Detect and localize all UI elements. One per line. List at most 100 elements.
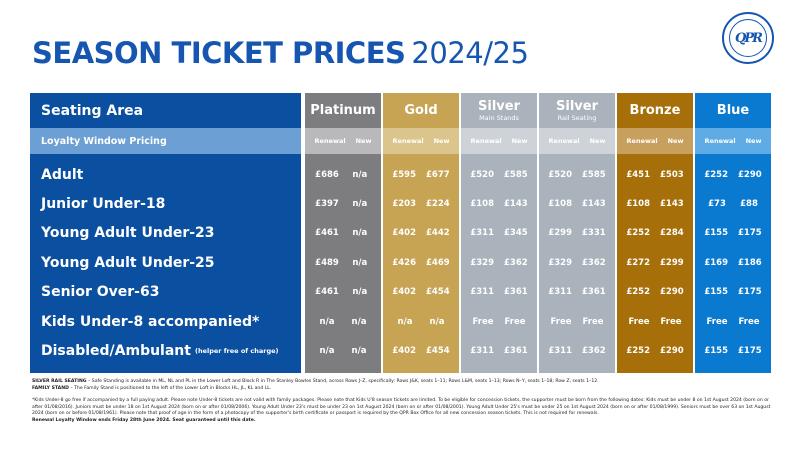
category-row-label: Kids Under-8 accompanied* xyxy=(30,307,301,336)
new-price: £362 xyxy=(582,346,606,357)
new-price: Free xyxy=(504,316,526,327)
renewal-price: £461 xyxy=(315,228,339,239)
footnotes: SILVER RAIL SEATING – Safe Standing is a… xyxy=(32,379,772,425)
renewal-label: Renewal xyxy=(548,137,580,145)
price-row: £169 £186 xyxy=(695,248,771,277)
new-price: £175 xyxy=(738,287,762,298)
new-price: n/a xyxy=(352,169,368,180)
renewal-price: Free xyxy=(706,316,728,327)
renewal-price: £311 xyxy=(470,287,494,298)
new-price: n/a xyxy=(351,316,367,327)
tier-name: Platinum xyxy=(310,102,376,118)
new-price: n/a xyxy=(351,346,367,357)
new-price: £224 xyxy=(426,199,450,210)
renewal-price: £451 xyxy=(626,169,650,180)
renewal-price: £73 xyxy=(708,199,726,210)
renewal-price: £252 xyxy=(704,169,728,180)
qpr-crest-icon: QPR xyxy=(722,12,774,64)
price-row: £520 £585 xyxy=(461,160,537,189)
category-row-label: Adult xyxy=(30,160,301,189)
tier-header: Platinum xyxy=(305,93,381,128)
new-price: Free xyxy=(738,316,760,327)
new-price: £585 xyxy=(504,169,528,180)
new-price: Free xyxy=(582,316,604,327)
renewal-price: £402 xyxy=(392,228,416,239)
price-row: £311 £345 xyxy=(461,219,537,248)
renewal-new-subheader: Renewal New xyxy=(383,128,459,154)
new-price: £143 xyxy=(660,199,684,210)
price-row: £489 n/a xyxy=(305,248,381,277)
new-price: £442 xyxy=(426,228,450,239)
renewal-price: Free xyxy=(628,316,650,327)
renewal-price: £489 xyxy=(315,257,339,268)
price-row: £155 £175 xyxy=(695,336,771,365)
price-row: £252 £284 xyxy=(617,219,693,248)
new-label: New xyxy=(355,137,372,145)
renewal-price: £311 xyxy=(548,346,572,357)
price-row: £311 £361 xyxy=(461,278,537,307)
price-row: £155 £175 xyxy=(695,278,771,307)
tier-name: Bronze xyxy=(629,102,681,118)
price-row: £311 £361 xyxy=(539,278,615,307)
price-row: £252 £290 xyxy=(695,160,771,189)
renewal-price: £272 xyxy=(626,257,650,268)
price-row: £108 £143 xyxy=(617,189,693,218)
category-row-label: Young Adult Under-23 xyxy=(30,219,301,248)
page-title: SEASON TICKET PRICES 2024/25 xyxy=(32,36,529,70)
new-price: n/a xyxy=(352,287,368,298)
price-row: Free Free xyxy=(695,307,771,336)
new-label: New xyxy=(667,137,684,145)
price-row: £451 £503 xyxy=(617,160,693,189)
new-price: £284 xyxy=(660,228,684,239)
price-row: £461 n/a xyxy=(305,219,381,248)
renewal-price: Free xyxy=(550,316,572,327)
new-label: New xyxy=(589,137,606,145)
category-list: Adult Junior Under-18 Young Adult Under-23… xyxy=(30,154,301,373)
price-row: £252 £290 xyxy=(617,336,693,365)
renewal-price: £108 xyxy=(470,199,494,210)
new-price: £361 xyxy=(504,287,528,298)
new-price: n/a xyxy=(352,257,368,268)
tier-subtitle: Rail Seating xyxy=(557,113,597,122)
category-label: Disabled/Ambulant xyxy=(41,343,191,360)
category-label: Kids Under-8 accompanied* xyxy=(41,313,260,330)
price-row: Free Free xyxy=(539,307,615,336)
category-row-label: Disabled/Ambulant (helper free of charge) xyxy=(30,336,301,365)
tier-column-blue: Blue Renewal New £252 £290 £73 £88 £155 £175 £169… xyxy=(695,93,771,373)
renewal-price: £155 xyxy=(704,228,728,239)
renewal-price: n/a xyxy=(319,316,335,327)
new-price: £88 xyxy=(740,199,758,210)
category-label: Adult xyxy=(41,166,84,183)
price-row: n/a n/a xyxy=(383,307,459,336)
price-row: £402 £442 xyxy=(383,219,459,248)
category-row-label: Young Adult Under-25 xyxy=(30,248,301,277)
seating-area-header: Seating Area xyxy=(41,102,144,119)
new-price: £290 xyxy=(660,287,684,298)
renewal-price: £311 xyxy=(548,287,572,298)
new-label: New xyxy=(433,137,450,145)
crest-monogram: QPR xyxy=(729,19,767,57)
price-row: £155 £175 xyxy=(695,219,771,248)
renewal-new-subheader: Renewal New xyxy=(617,128,693,154)
price-row: Free Free xyxy=(461,307,537,336)
price-row: £595 £677 xyxy=(383,160,459,189)
price-row: n/a n/a xyxy=(305,307,381,336)
renewal-price: £329 xyxy=(470,257,494,268)
tier-header: Bronze xyxy=(617,93,693,128)
new-price: £290 xyxy=(660,346,684,357)
renewal-price: £402 xyxy=(392,287,416,298)
price-row: £426 £469 xyxy=(383,248,459,277)
renewal-price: £108 xyxy=(626,199,650,210)
renewal-price: £252 xyxy=(626,346,650,357)
price-row: Free Free xyxy=(617,307,693,336)
eligibility-note: *Kids Under-8 go free if accompanied by … xyxy=(32,398,771,417)
tier-header: Silver Rail Seating xyxy=(539,93,615,128)
category-row-label: Senior Over-63 xyxy=(30,278,301,307)
price-row: £329 £362 xyxy=(539,248,615,277)
tier-name: Silver xyxy=(478,98,520,114)
renewal-label: Renewal xyxy=(626,137,658,145)
tier-column-silver-main-stands: Silver Main Stands Renewal New £520 £585 £108 £… xyxy=(461,93,537,373)
category-label: Senior Over-63 xyxy=(41,284,160,301)
tier-name: Gold xyxy=(404,102,438,118)
new-price: n/a xyxy=(429,316,445,327)
